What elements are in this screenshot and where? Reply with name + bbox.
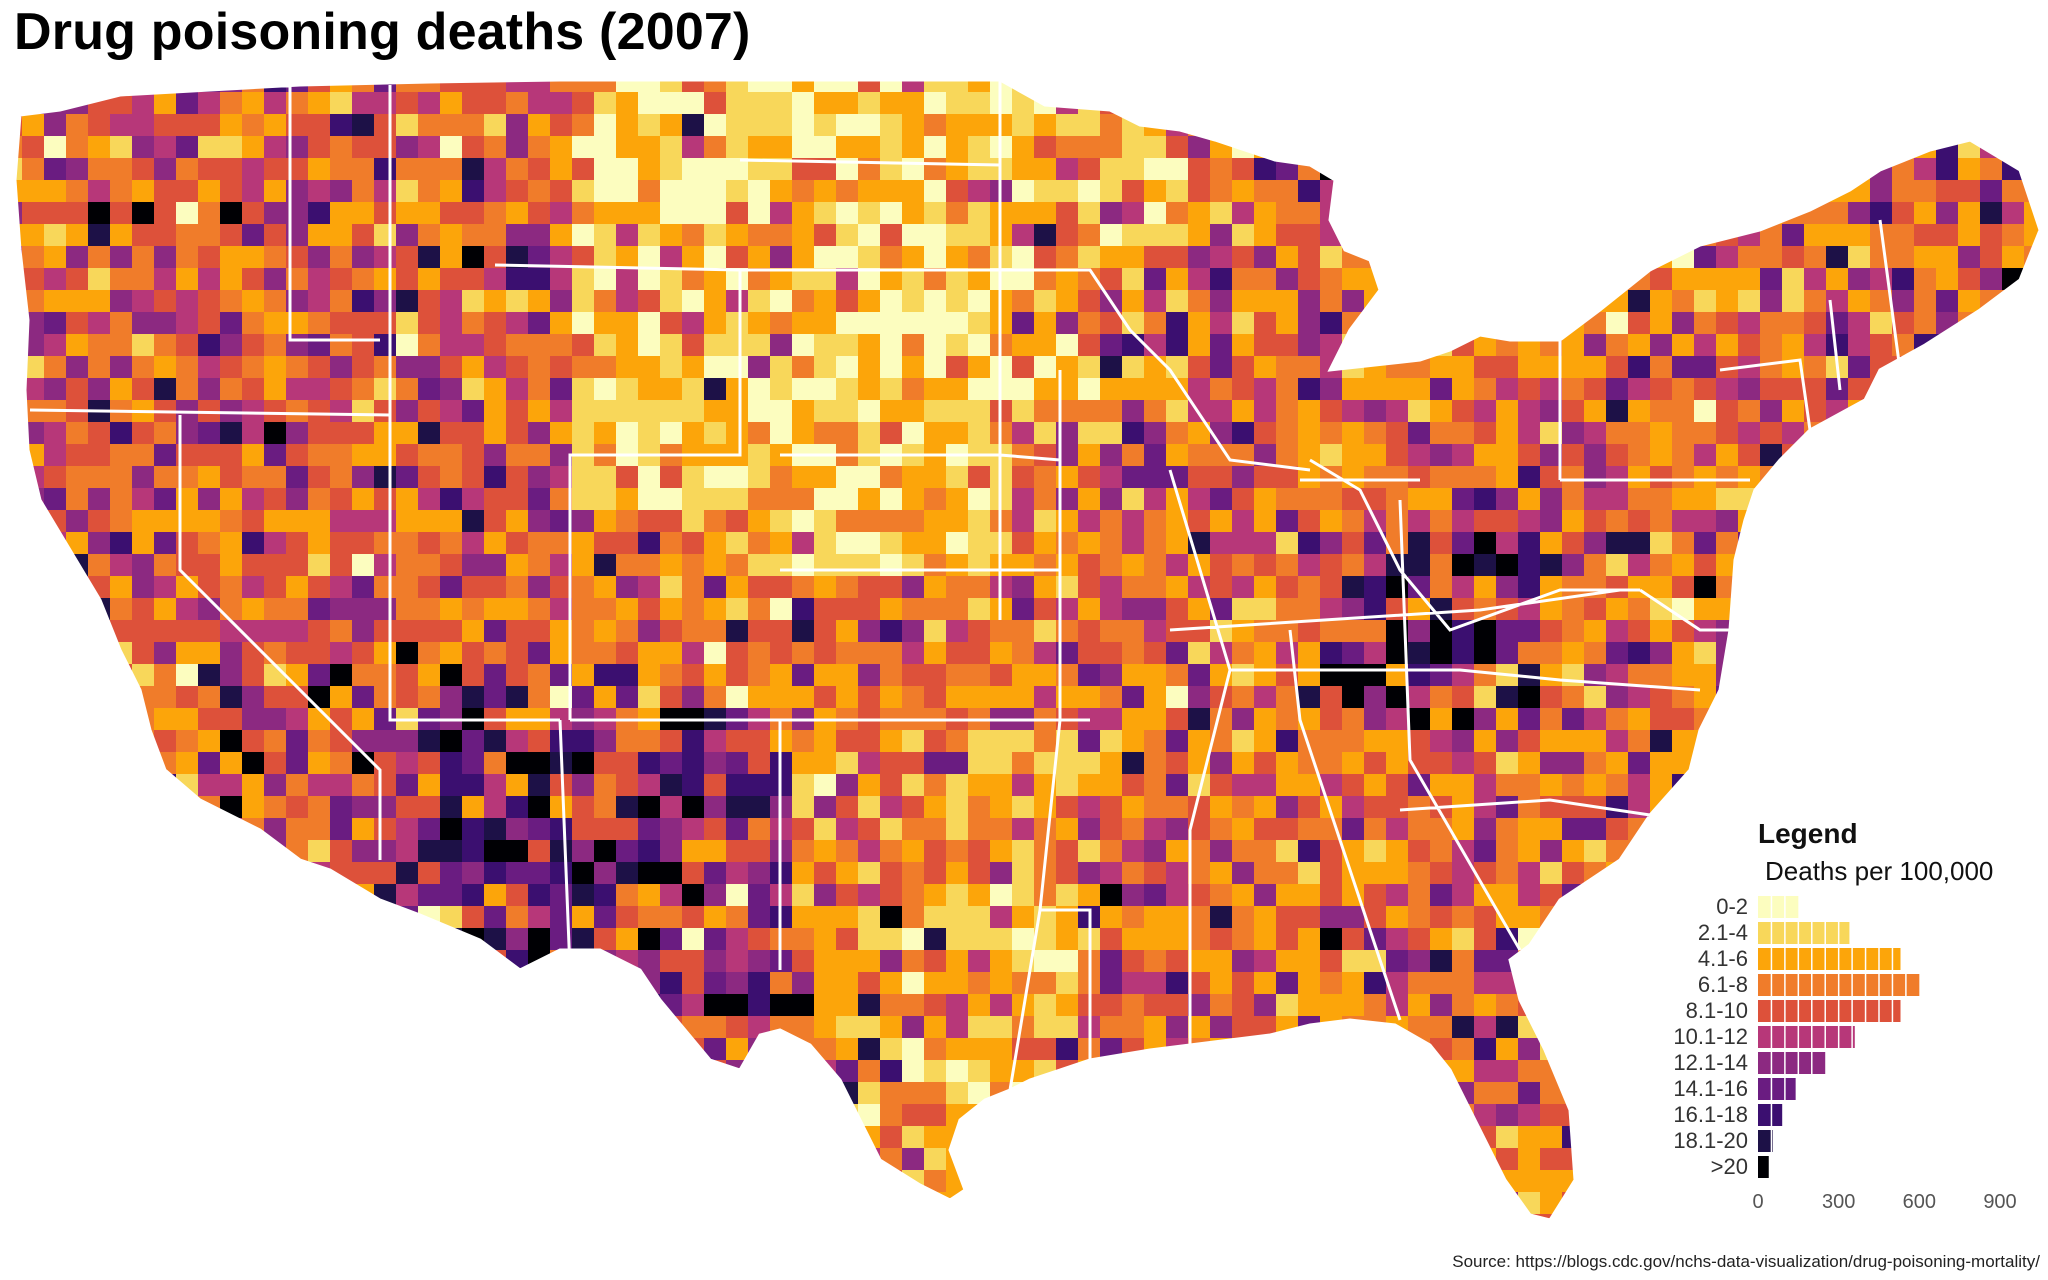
legend-bin-label: 12.1-14 [1673, 1050, 1748, 1075]
legend-subtitle: Deaths per 100,000 [1765, 856, 1994, 886]
legend-bin-bar [1758, 922, 1850, 944]
legend-bin-bar [1758, 1078, 1796, 1100]
legend-bin-label: 10.1-12 [1673, 1024, 1748, 1049]
map-title: Drug poisoning deaths (2007) [14, 3, 751, 61]
legend-bin-label: 2.1-4 [1698, 920, 1748, 945]
legend-bin-bar [1758, 1156, 1769, 1178]
legend-bin-label: 18.1-20 [1673, 1128, 1748, 1153]
legend-axis-tick: 300 [1822, 1191, 1855, 1213]
legend-bin-bar [1758, 896, 1799, 918]
legend-bin-label: 6.1-8 [1698, 972, 1748, 997]
source-note: Source: https://blogs.cdc.gov/nchs-data-… [1452, 1252, 2040, 1271]
legend-bin-bar [1758, 1130, 1773, 1152]
legend-axis-tick: 0 [1752, 1191, 1763, 1213]
legend-axis-tick: 900 [1983, 1191, 2016, 1213]
legend-bin-label: 16.1-18 [1673, 1102, 1748, 1127]
state-borders [13, 78, 2042, 1222]
legend-axis-tick: 600 [1903, 1191, 1936, 1213]
us-county-choropleth-map [13, 78, 2042, 1222]
legend-bin-label: 4.1-6 [1698, 946, 1748, 971]
legend-bin-bar [1758, 1052, 1826, 1074]
legend-bin-label: 14.1-16 [1673, 1076, 1748, 1101]
legend-bin-bar [1758, 1104, 1783, 1126]
legend-histogram: 0-22.1-44.1-66.1-88.1-1010.1-1212.1-1414… [1673, 894, 2016, 1213]
legend-bin-bar [1758, 1026, 1855, 1048]
legend-bin-label: 8.1-10 [1686, 998, 1748, 1023]
legend-title: Legend [1758, 818, 1858, 849]
legend-bin-label: >20 [1711, 1154, 1748, 1179]
legend-bin-label: 0-2 [1716, 894, 1748, 919]
